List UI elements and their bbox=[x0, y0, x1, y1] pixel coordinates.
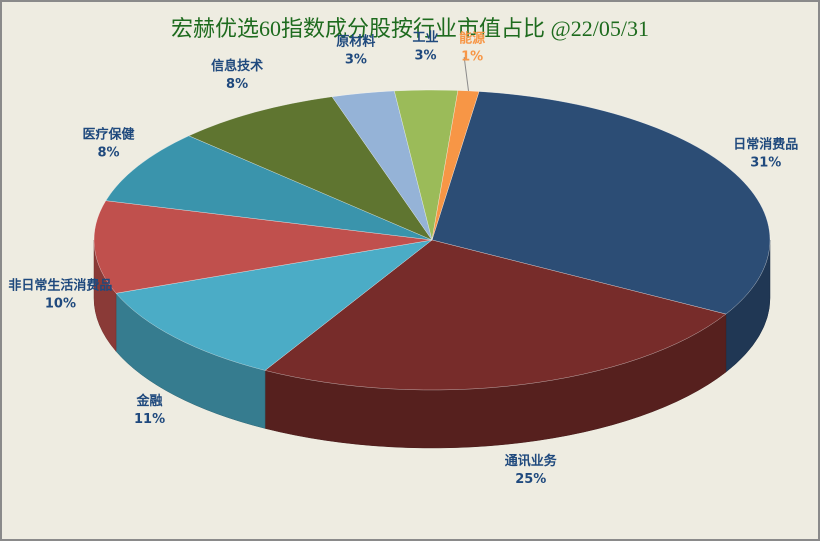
slice bbox=[188, 96, 433, 241]
data-label-value: 8% bbox=[98, 146, 120, 161]
slice bbox=[105, 135, 433, 241]
slice bbox=[264, 239, 727, 391]
data-label-name: 原材料 bbox=[336, 34, 375, 50]
chart-title: 宏赫优选60指数成分股按行业市值占比 @22/05/31 bbox=[171, 16, 649, 41]
data-label-name: 通讯业务 bbox=[505, 453, 558, 469]
data-label-value: 8% bbox=[226, 77, 248, 92]
data-label-value: 31% bbox=[750, 156, 781, 171]
data-label-name: 工业 bbox=[412, 30, 438, 46]
leader-line bbox=[463, 57, 469, 91]
data-label-name: 日常消费品 bbox=[733, 137, 798, 153]
slice bbox=[115, 239, 433, 371]
data-label-name: 非日常生活消费品 bbox=[8, 277, 112, 293]
data-label-name: 医疗保健 bbox=[83, 127, 135, 143]
data-label-name: 金融 bbox=[136, 393, 163, 409]
slice bbox=[431, 91, 771, 315]
data-label-value: 10% bbox=[45, 296, 76, 311]
slice bbox=[93, 200, 433, 294]
data-label-value: 3% bbox=[414, 49, 436, 64]
data-label-value: 25% bbox=[515, 472, 546, 487]
data-label-name: 信息技术 bbox=[211, 58, 263, 74]
data-label-value: 11% bbox=[134, 412, 165, 427]
data-label-name: 能源 bbox=[459, 31, 485, 47]
data-label-value: 3% bbox=[345, 53, 367, 68]
data-label-value: 1% bbox=[461, 50, 483, 65]
